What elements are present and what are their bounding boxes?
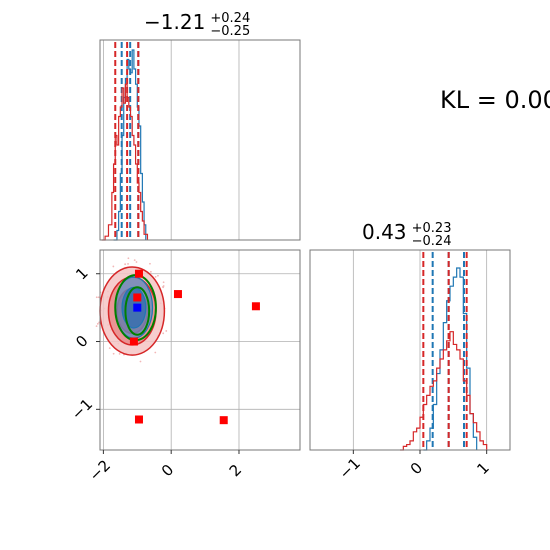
scatter-dot (127, 257, 130, 260)
kl-annotation: KL = 0.00 (440, 86, 550, 114)
scatter-dot (139, 360, 142, 363)
x-hist-red (101, 83, 149, 241)
scatter-dot (149, 270, 152, 273)
y-tick-label-1: 0 (407, 459, 426, 478)
x-title-upper: +0.24 (210, 10, 251, 26)
joint-ytick-label-1: 0 (72, 332, 91, 351)
joint-frame (99, 249, 301, 451)
joint-xtick-label-1: 0 (158, 461, 177, 480)
scatter-dot (165, 330, 168, 332)
y-title-value: 0.43 (362, 220, 407, 244)
red-marker-3 (173, 290, 182, 299)
red-marker-0 (134, 269, 143, 278)
x-marginal-title: −1.21 +0.24 −0.25 (144, 10, 250, 38)
x-title-lower: −0.25 (210, 23, 251, 39)
green-contour-1 (124, 286, 151, 336)
y-tick-label-2: 1 (473, 459, 492, 478)
joint-ytick-label-0: −1 (68, 395, 96, 423)
red-marker-4 (251, 302, 260, 311)
scatter-dot (162, 286, 165, 289)
scatter-dot (162, 332, 165, 335)
red-marker-6 (219, 416, 228, 425)
scatter-dot (118, 352, 121, 355)
scatter-dot (97, 296, 100, 299)
scatter-dot (95, 325, 98, 327)
y-marginal-frame (309, 249, 511, 451)
scatter-dot (124, 263, 127, 266)
y-marginal-title: 0.43 +0.23 −0.24 (362, 220, 451, 248)
scatter-dot (157, 274, 159, 277)
scatter-dot (149, 262, 151, 265)
joint-xtick-label-2: 2 (226, 461, 245, 480)
scatter-dot (162, 281, 165, 284)
scatter-dot (127, 263, 129, 265)
scatter-dot (96, 322, 99, 325)
scatter-dot (112, 352, 115, 355)
red-marker-5 (134, 415, 143, 424)
y-hist-blue (423, 267, 478, 451)
scatter-dot (95, 296, 98, 299)
scatter-dot (154, 351, 157, 354)
y-title-upper: +0.23 (411, 220, 452, 236)
scatter-dot (108, 347, 111, 350)
scatter-dot (154, 275, 157, 278)
joint-ytick-label-2: 1 (72, 264, 91, 283)
scatter-dot (135, 261, 138, 263)
x-marginal-frame (99, 39, 301, 241)
x-title-value: −1.21 (144, 10, 206, 34)
joint-panel: −2 0 2 −1 0 1 (68, 249, 301, 485)
y-tick-label-0: −1 (336, 454, 364, 482)
red-marker-2 (129, 337, 138, 346)
blue-marker (133, 303, 142, 312)
y-hist-red (400, 331, 488, 451)
scatter-dot (112, 265, 115, 268)
y-title-lower: −0.24 (411, 233, 452, 249)
scatter-dot (133, 259, 136, 262)
red-marker-1 (133, 293, 142, 302)
joint-xtick-label-0: −2 (86, 456, 114, 484)
y-marginal-panel: −1 0 1 (309, 249, 511, 483)
x-marginal-panel (99, 39, 301, 241)
